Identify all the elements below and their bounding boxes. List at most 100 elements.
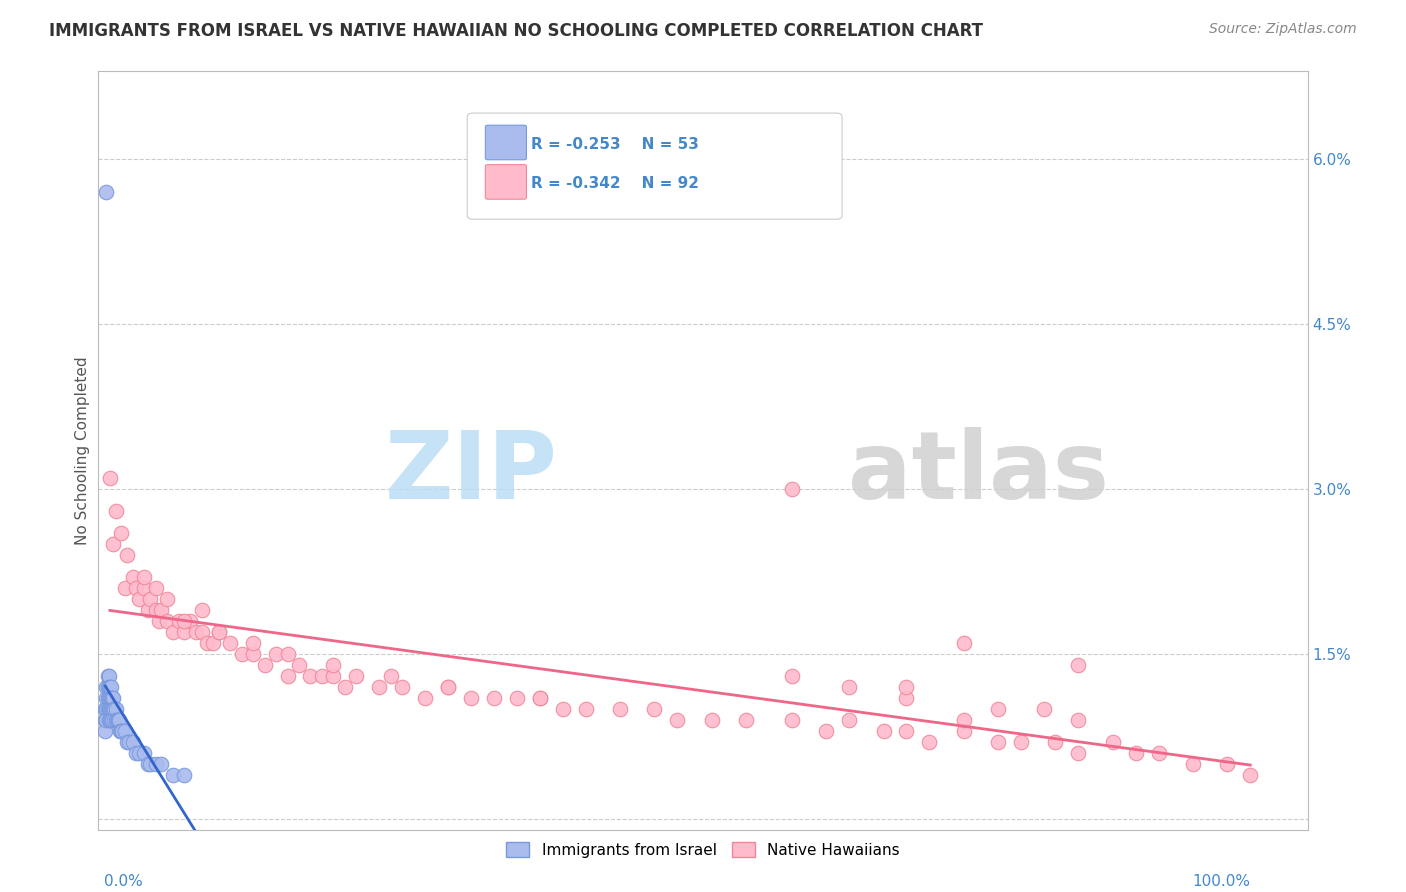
Point bbox=[103, 537, 125, 551]
Point bbox=[190, 624, 212, 639]
Point bbox=[952, 636, 974, 650]
Point bbox=[97, 701, 120, 715]
Point bbox=[896, 680, 918, 694]
Point bbox=[179, 614, 201, 628]
Point bbox=[437, 680, 460, 694]
Point bbox=[156, 614, 179, 628]
Point bbox=[277, 647, 299, 661]
Point bbox=[1125, 746, 1147, 760]
Point bbox=[108, 723, 131, 738]
Point bbox=[114, 581, 136, 595]
Point bbox=[529, 690, 551, 705]
Point bbox=[145, 756, 167, 771]
Point bbox=[838, 713, 860, 727]
Point bbox=[1181, 756, 1204, 771]
Point bbox=[231, 647, 253, 661]
Point bbox=[173, 614, 195, 628]
Point bbox=[1067, 657, 1090, 672]
Point bbox=[136, 756, 159, 771]
Point bbox=[115, 548, 138, 562]
Point bbox=[173, 767, 195, 781]
Point bbox=[1216, 756, 1239, 771]
Point bbox=[107, 713, 129, 727]
Point bbox=[104, 701, 127, 715]
Point bbox=[101, 713, 124, 727]
Point bbox=[987, 701, 1010, 715]
Point bbox=[96, 713, 118, 727]
Point bbox=[96, 680, 118, 694]
Point bbox=[460, 690, 482, 705]
Point bbox=[242, 636, 264, 650]
Point bbox=[643, 701, 665, 715]
Point bbox=[815, 723, 838, 738]
Point bbox=[162, 624, 184, 639]
Point bbox=[277, 669, 299, 683]
Text: IMMIGRANTS FROM ISRAEL VS NATIVE HAWAIIAN NO SCHOOLING COMPLETED CORRELATION CHA: IMMIGRANTS FROM ISRAEL VS NATIVE HAWAIIA… bbox=[49, 22, 983, 40]
Point bbox=[288, 657, 311, 672]
Point bbox=[104, 504, 127, 518]
Point bbox=[208, 624, 231, 639]
Point bbox=[115, 734, 138, 748]
Point bbox=[208, 624, 231, 639]
Point bbox=[253, 657, 276, 672]
Point bbox=[413, 690, 436, 705]
Point bbox=[103, 690, 125, 705]
Point bbox=[918, 734, 941, 748]
Y-axis label: No Schooling Completed: No Schooling Completed bbox=[75, 356, 90, 545]
Point bbox=[264, 647, 287, 661]
Point bbox=[368, 680, 391, 694]
Point bbox=[380, 669, 402, 683]
Point bbox=[118, 734, 141, 748]
Point bbox=[700, 713, 723, 727]
Point bbox=[114, 723, 136, 738]
Text: atlas: atlas bbox=[848, 427, 1109, 519]
Point bbox=[108, 713, 131, 727]
Point bbox=[482, 690, 505, 705]
Point bbox=[145, 581, 167, 595]
Point bbox=[167, 614, 190, 628]
Point bbox=[872, 723, 894, 738]
Point bbox=[1067, 746, 1090, 760]
Point bbox=[97, 669, 120, 683]
Point bbox=[666, 713, 689, 727]
Text: R = -0.253    N = 53: R = -0.253 N = 53 bbox=[531, 137, 699, 152]
Point bbox=[121, 570, 143, 584]
Point bbox=[100, 680, 122, 694]
Point bbox=[551, 701, 574, 715]
Point bbox=[148, 614, 170, 628]
Point bbox=[506, 690, 529, 705]
Point bbox=[101, 690, 124, 705]
Point bbox=[529, 690, 551, 705]
Point bbox=[322, 669, 344, 683]
Text: R = -0.342    N = 92: R = -0.342 N = 92 bbox=[531, 177, 699, 192]
Point bbox=[202, 636, 225, 650]
Point bbox=[1147, 746, 1170, 760]
Point bbox=[98, 690, 121, 705]
Point bbox=[98, 680, 121, 694]
Point bbox=[98, 471, 121, 485]
Point bbox=[1101, 734, 1123, 748]
Legend: Immigrants from Israel, Native Hawaiians: Immigrants from Israel, Native Hawaiians bbox=[501, 836, 905, 863]
Point bbox=[96, 690, 118, 705]
Point bbox=[780, 669, 803, 683]
Point bbox=[838, 680, 860, 694]
Point bbox=[128, 746, 150, 760]
Point bbox=[110, 723, 132, 738]
Point bbox=[139, 591, 162, 606]
Point bbox=[299, 669, 322, 683]
Point bbox=[94, 701, 117, 715]
Point bbox=[780, 713, 803, 727]
Point bbox=[609, 701, 631, 715]
Point bbox=[437, 680, 460, 694]
FancyBboxPatch shape bbox=[485, 125, 526, 160]
Point bbox=[145, 603, 167, 617]
Point bbox=[150, 603, 173, 617]
Point bbox=[100, 690, 122, 705]
Point bbox=[1239, 767, 1261, 781]
Point bbox=[1045, 734, 1067, 748]
Point bbox=[952, 723, 974, 738]
Point bbox=[987, 734, 1010, 748]
Point bbox=[103, 701, 125, 715]
Point bbox=[1010, 734, 1032, 748]
Point bbox=[134, 570, 156, 584]
